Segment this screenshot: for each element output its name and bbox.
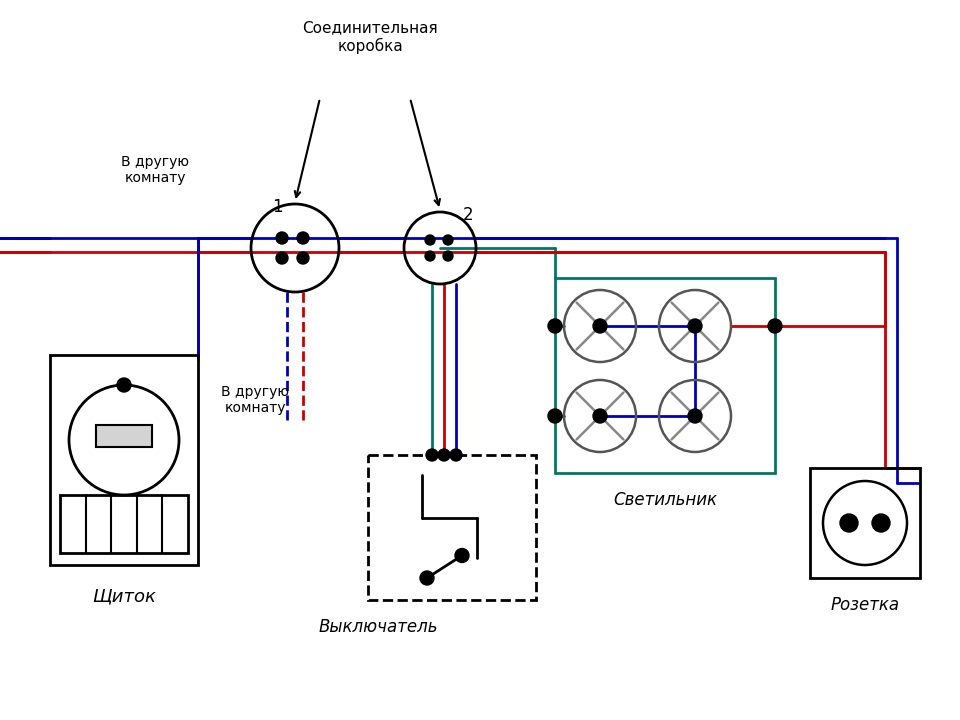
Circle shape bbox=[276, 252, 288, 264]
Circle shape bbox=[840, 514, 858, 532]
Circle shape bbox=[872, 514, 890, 532]
Circle shape bbox=[768, 319, 782, 333]
Circle shape bbox=[438, 449, 450, 461]
Circle shape bbox=[548, 319, 562, 333]
Bar bbox=[810, 468, 920, 578]
Circle shape bbox=[455, 549, 469, 562]
Text: 2: 2 bbox=[463, 206, 473, 224]
Text: Розетка: Розетка bbox=[830, 596, 900, 614]
Bar bbox=[50, 355, 198, 565]
Circle shape bbox=[548, 409, 562, 423]
Circle shape bbox=[276, 232, 288, 244]
Bar bbox=[555, 278, 775, 473]
Circle shape bbox=[443, 251, 453, 261]
Circle shape bbox=[117, 378, 131, 392]
Circle shape bbox=[688, 409, 702, 423]
Circle shape bbox=[420, 571, 434, 585]
Circle shape bbox=[297, 232, 309, 244]
Bar bbox=[368, 455, 536, 600]
Text: Выключатель: Выключатель bbox=[319, 618, 438, 636]
Circle shape bbox=[593, 409, 607, 423]
Text: 1: 1 bbox=[272, 198, 282, 216]
Circle shape bbox=[426, 449, 438, 461]
Bar bbox=[60, 495, 188, 553]
Text: Светильник: Светильник bbox=[613, 491, 717, 509]
Text: Соединительная
коробка: Соединительная коробка bbox=[302, 20, 438, 54]
Circle shape bbox=[443, 235, 453, 245]
Circle shape bbox=[450, 449, 462, 461]
Text: Щиток: Щиток bbox=[92, 587, 156, 605]
Text: В другую
комнату: В другую комнату bbox=[121, 155, 189, 185]
Circle shape bbox=[425, 251, 435, 261]
Circle shape bbox=[688, 319, 702, 333]
Circle shape bbox=[593, 319, 607, 333]
Bar bbox=[96, 425, 152, 447]
Circle shape bbox=[297, 252, 309, 264]
Circle shape bbox=[425, 235, 435, 245]
Text: В другую
комнату: В другую комнату bbox=[221, 385, 289, 415]
